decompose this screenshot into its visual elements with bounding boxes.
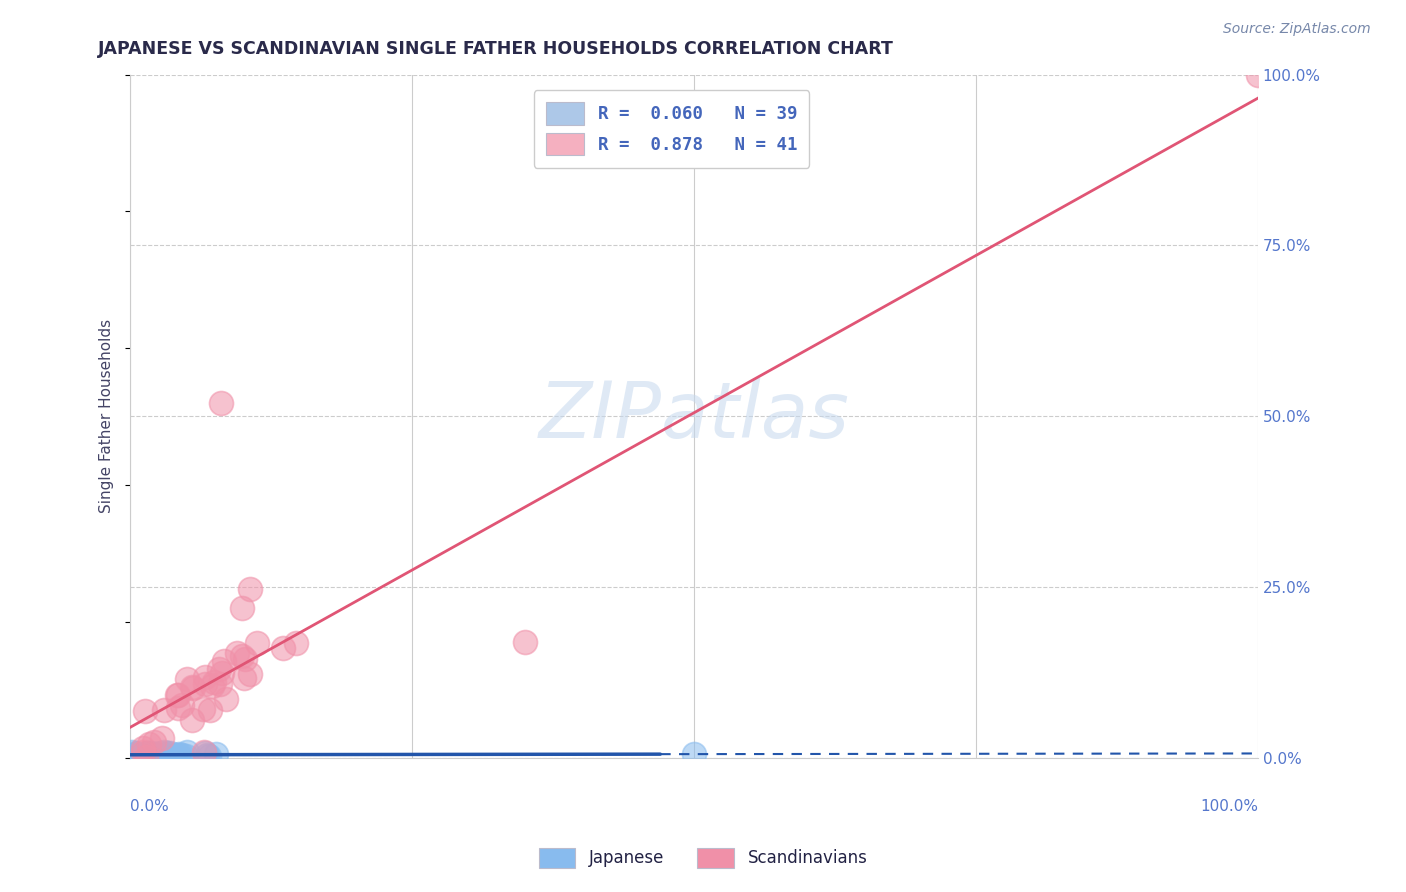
- Point: [211, 665, 233, 680]
- Point: [121, 745, 143, 759]
- Point: [124, 747, 146, 762]
- Point: [209, 396, 232, 410]
- Point: [166, 700, 188, 714]
- Point: [167, 689, 190, 703]
- Point: [194, 677, 217, 691]
- Point: [125, 747, 148, 762]
- Point: [193, 745, 215, 759]
- Point: [128, 748, 150, 763]
- Point: [167, 747, 190, 762]
- Point: [152, 745, 174, 759]
- Point: [176, 673, 198, 687]
- Point: [166, 688, 188, 702]
- Point: [139, 749, 162, 764]
- Point: [146, 748, 169, 763]
- Point: [132, 740, 155, 755]
- Point: [233, 652, 256, 666]
- Point: [142, 735, 165, 749]
- Point: [135, 750, 157, 764]
- Point: [138, 737, 160, 751]
- Point: [271, 640, 294, 655]
- Point: [239, 582, 262, 597]
- Legend: Japanese, Scandinavians: Japanese, Scandinavians: [531, 841, 875, 875]
- Point: [226, 646, 249, 660]
- Point: [194, 670, 217, 684]
- Point: [208, 662, 231, 676]
- Text: ZIPatlas: ZIPatlas: [538, 378, 849, 454]
- Point: [181, 681, 204, 695]
- Point: [205, 747, 228, 762]
- Point: [1247, 68, 1270, 82]
- Point: [174, 748, 197, 763]
- Point: [191, 702, 214, 716]
- Text: JAPANESE VS SCANDINAVIAN SINGLE FATHER HOUSEHOLDS CORRELATION CHART: JAPANESE VS SCANDINAVIAN SINGLE FATHER H…: [98, 40, 894, 58]
- Point: [202, 675, 225, 690]
- Point: [136, 749, 159, 764]
- Point: [146, 748, 169, 763]
- Point: [125, 750, 148, 764]
- Point: [134, 747, 156, 761]
- Legend: R =  0.060   N = 39, R =  0.878   N = 41: R = 0.060 N = 39, R = 0.878 N = 41: [534, 90, 810, 168]
- Point: [138, 750, 160, 764]
- Point: [169, 747, 191, 762]
- Point: [200, 703, 222, 717]
- Point: [233, 671, 256, 685]
- Point: [160, 748, 183, 763]
- Point: [150, 731, 173, 745]
- Point: [155, 748, 177, 763]
- Point: [136, 746, 159, 760]
- Point: [124, 746, 146, 760]
- Point: [284, 636, 307, 650]
- Point: [172, 747, 194, 762]
- Y-axis label: Single Father Households: Single Father Households: [100, 319, 114, 514]
- Point: [139, 750, 162, 764]
- Point: [156, 746, 179, 760]
- Point: [200, 679, 222, 693]
- Point: [163, 748, 186, 763]
- Point: [132, 745, 155, 759]
- Point: [513, 635, 536, 649]
- Point: [139, 747, 162, 762]
- Text: Source: ZipAtlas.com: Source: ZipAtlas.com: [1223, 22, 1371, 37]
- Point: [146, 750, 169, 764]
- Point: [162, 749, 184, 764]
- Point: [683, 747, 706, 762]
- Point: [215, 691, 238, 706]
- Point: [176, 745, 198, 759]
- Text: 100.0%: 100.0%: [1199, 799, 1258, 814]
- Point: [136, 746, 159, 760]
- Point: [170, 698, 193, 713]
- Text: 0.0%: 0.0%: [131, 799, 169, 814]
- Point: [120, 749, 142, 764]
- Point: [239, 666, 262, 681]
- Point: [197, 749, 219, 764]
- Point: [149, 747, 172, 761]
- Point: [180, 713, 202, 727]
- Point: [195, 748, 218, 763]
- Point: [145, 747, 167, 762]
- Point: [246, 636, 269, 650]
- Point: [159, 746, 181, 760]
- Point: [180, 681, 202, 695]
- Point: [194, 746, 217, 760]
- Point: [141, 747, 163, 762]
- Point: [209, 677, 232, 691]
- Point: [212, 654, 235, 668]
- Point: [134, 704, 156, 718]
- Point: [139, 746, 162, 760]
- Point: [231, 648, 253, 663]
- Point: [231, 600, 253, 615]
- Point: [153, 702, 176, 716]
